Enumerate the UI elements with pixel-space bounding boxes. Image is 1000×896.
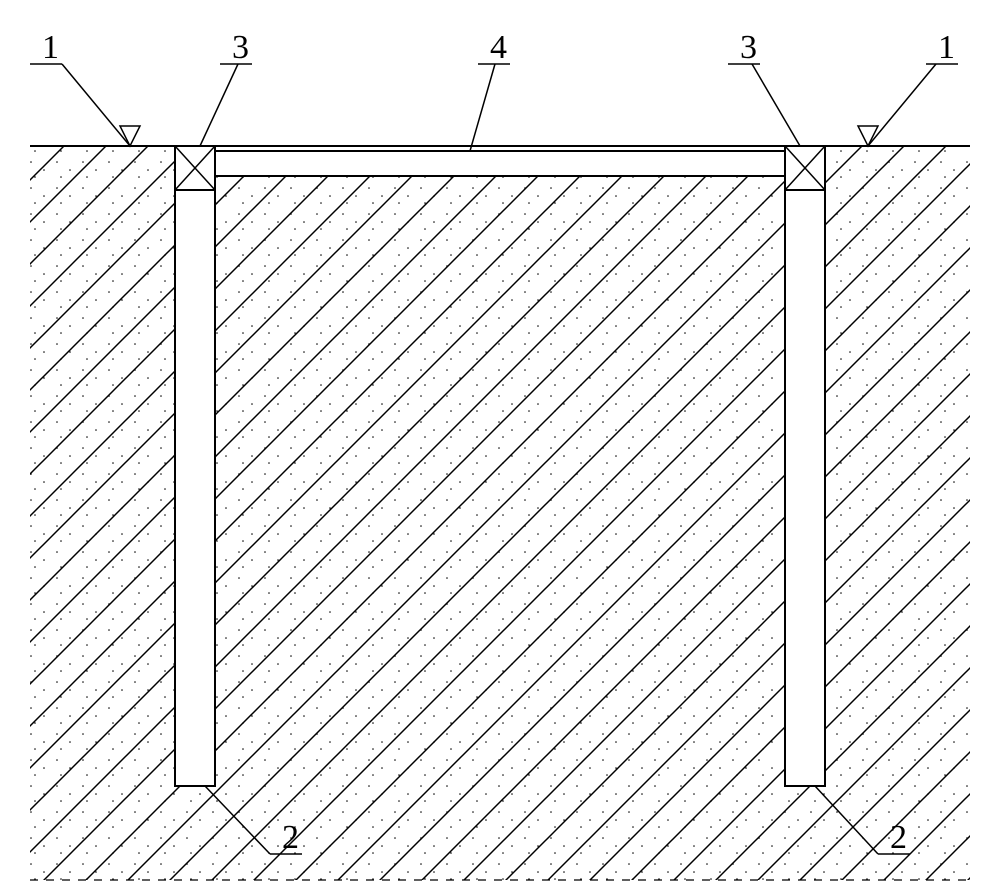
cap-right [785, 146, 825, 190]
wall-left [175, 146, 215, 786]
label-2-right: 2 [890, 819, 907, 856]
ground-triangle-left [120, 126, 140, 146]
label-4: 4 [490, 29, 507, 66]
wall-right [785, 146, 825, 786]
soil-region [30, 146, 970, 880]
label-1-right: 1 [938, 29, 955, 66]
ground-triangle-right [858, 126, 878, 146]
label-1-left: 1 [42, 29, 59, 66]
cap-left [175, 146, 215, 190]
section-diagram: 1 3 4 3 1 2 2 [0, 0, 1000, 896]
label-3-right: 3 [740, 29, 757, 66]
label-2-left: 2 [282, 819, 299, 856]
label-3-left: 3 [232, 29, 249, 66]
top-beam [215, 151, 785, 176]
